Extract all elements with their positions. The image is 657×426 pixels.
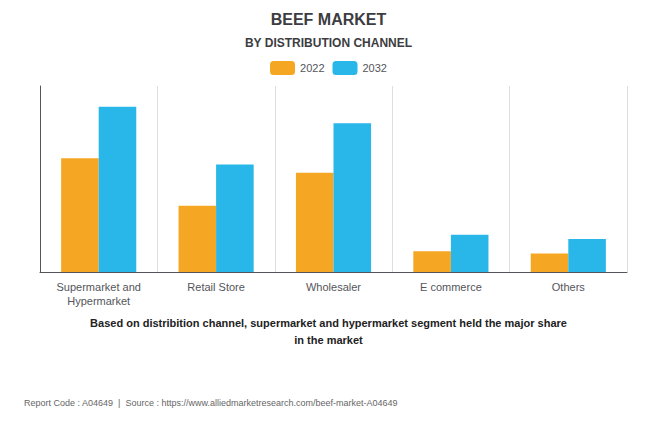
svg-text:2022: 2022	[300, 62, 324, 74]
svg-text:Others: Others	[552, 281, 586, 293]
svg-text:Hypermarket: Hypermarket	[67, 295, 130, 307]
svg-text:2032: 2032	[363, 62, 387, 74]
svg-text:Wholesaler: Wholesaler	[306, 281, 361, 293]
svg-text:Retail Store: Retail Store	[187, 281, 244, 293]
svg-text:Based on distribition channel,: Based on distribition channel, supermark…	[90, 317, 567, 329]
svg-text:in the market: in the market	[294, 334, 363, 346]
svg-text:BY DISTRIBUTION CHANNEL: BY DISTRIBUTION CHANNEL	[245, 36, 412, 50]
svg-text:Report Code : A04649 | Sourc: Report Code : A04649 | Source : https://…	[24, 398, 398, 408]
svg-text:E commerce: E commerce	[420, 281, 482, 293]
svg-text:BEEF MARKET: BEEF MARKET	[271, 11, 387, 28]
svg-text:Supermarket and: Supermarket and	[57, 281, 141, 293]
